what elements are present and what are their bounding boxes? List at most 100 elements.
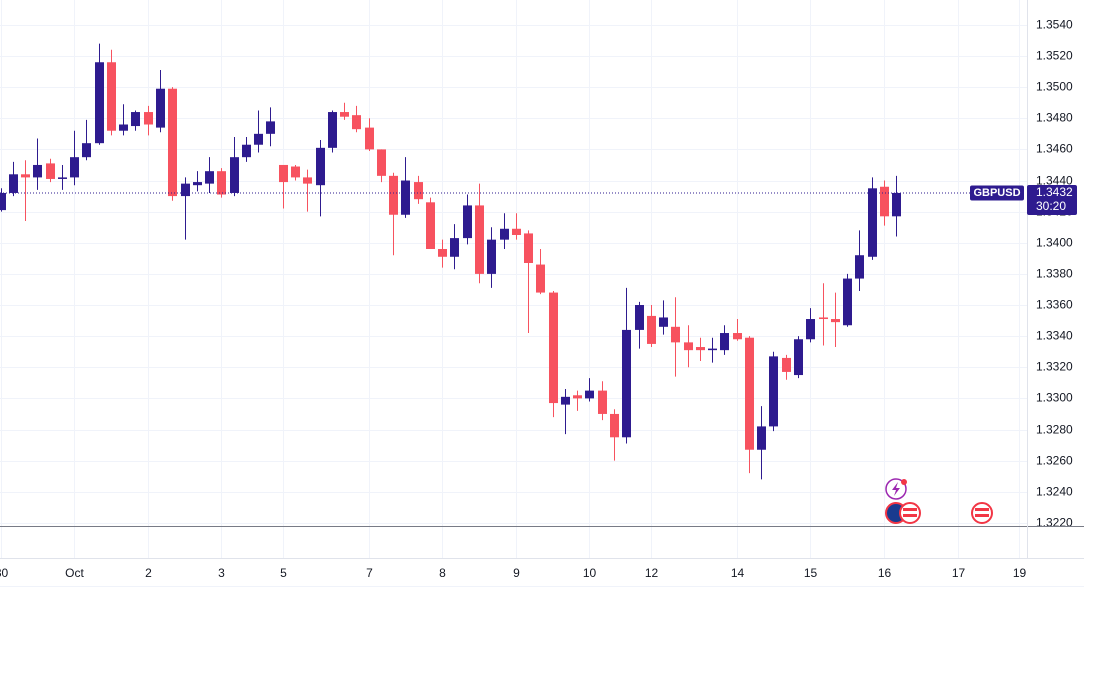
x-tick-label: 16 [878,566,892,580]
flag-icon [899,502,921,524]
candle-body [217,171,226,195]
candle-body [414,182,423,200]
x-tick-label: 15 [804,566,818,580]
y-tick-label: 1.3520 [1036,49,1073,63]
candle-body [9,174,18,193]
y-tick-label: 1.3380 [1036,267,1073,281]
last-price-label: 1.3432 [1036,185,1073,199]
symbol-label-box [970,185,1024,201]
candle-body [475,205,484,274]
flag-icon [971,502,993,524]
candle-body [794,339,803,376]
candle-body [95,62,104,144]
countdown-label: 30:20 [1036,199,1066,213]
candle-body [598,390,607,414]
y-tick-label: 1.3500 [1036,80,1073,94]
candle-body [46,163,55,179]
candle-body [585,390,594,399]
candle-body [352,115,361,130]
candle-body [487,239,496,274]
y-tick-label: 1.3460 [1036,142,1073,156]
x-tick-label: 17 [952,566,966,580]
x-tick-label: 2 [145,566,152,580]
candle-body [438,248,447,257]
y-tick-label: 1.3280 [1036,423,1073,437]
x-tick-label: 8 [439,566,446,580]
candle-body [806,319,815,340]
candle-body [561,396,570,405]
candle-body [303,177,312,184]
x-tick-label: 7 [366,566,373,580]
candle-body [82,143,91,158]
x-tick-label: 30 [0,566,8,580]
candle-body [205,171,214,184]
candle-body [389,175,398,215]
flag-stripe [903,514,917,517]
candle-body [450,238,459,257]
flag-stripe [975,514,989,517]
candle-body [647,315,656,344]
x-tick-label: 5 [280,566,287,580]
candle-body [131,112,140,127]
candle-body [659,317,668,327]
last-price-box [1027,184,1077,215]
candle-body [549,292,558,404]
candle-body [782,357,791,372]
candle-body [524,233,533,263]
candle-body [254,133,263,145]
candles [0,43,901,480]
candle-body [58,177,67,179]
candle-body [21,174,30,178]
x-tick-label: 14 [731,566,745,580]
y-tick-label: 1.3400 [1036,236,1073,250]
candle-body [769,356,778,427]
flag-stripe [903,508,917,511]
candle-body [426,202,435,249]
candle-body [745,337,754,450]
candle-body [843,278,852,326]
candle-body [635,305,644,330]
candle-body [242,144,251,158]
candle-body [266,121,275,134]
candle-body [671,326,680,343]
grid [0,0,1027,558]
y-tick-label: 1.3540 [1036,18,1073,32]
candle-body [463,205,472,239]
candle-body [696,347,705,351]
y-tick-label: 1.3240 [1036,485,1073,499]
candle-body [156,88,165,128]
x-tick-label: 3 [218,566,225,580]
candle-body [868,188,877,257]
candle-body [70,157,79,178]
candle-body [512,228,521,235]
lightning-icon [892,482,900,496]
candle-body [622,329,631,438]
candle-body [831,319,840,323]
candle-body [757,426,766,450]
candle-body [733,333,742,340]
y-tick-label: 1.3480 [1036,111,1073,125]
x-tick-label: Oct [65,566,84,580]
candle-body [573,395,582,399]
candle-body [291,166,300,178]
candle-body [610,413,619,438]
x-tick-label: 19 [1013,566,1027,580]
candle-body [328,112,337,148]
candle-body [168,88,177,197]
candle-body [720,333,729,351]
y-tick-label: 1.3260 [1036,454,1073,468]
time-axis: 30 Oct 2 3 5 7 8 9 10 12 14 15 16 17 19 [0,566,1026,580]
event-icons [885,478,993,524]
y-tick-label: 1.3320 [1036,360,1073,374]
y-tick-label: 1.3300 [1036,391,1073,405]
candle-body [377,149,386,176]
candle-body [684,342,693,351]
candle-body [316,147,325,186]
x-tick-label: 12 [645,566,659,580]
candle-body [193,182,202,186]
symbol-label: GBPUSD [973,187,1020,199]
y-tick-label: 1.3440 [1036,174,1073,188]
candle-body [880,186,889,217]
